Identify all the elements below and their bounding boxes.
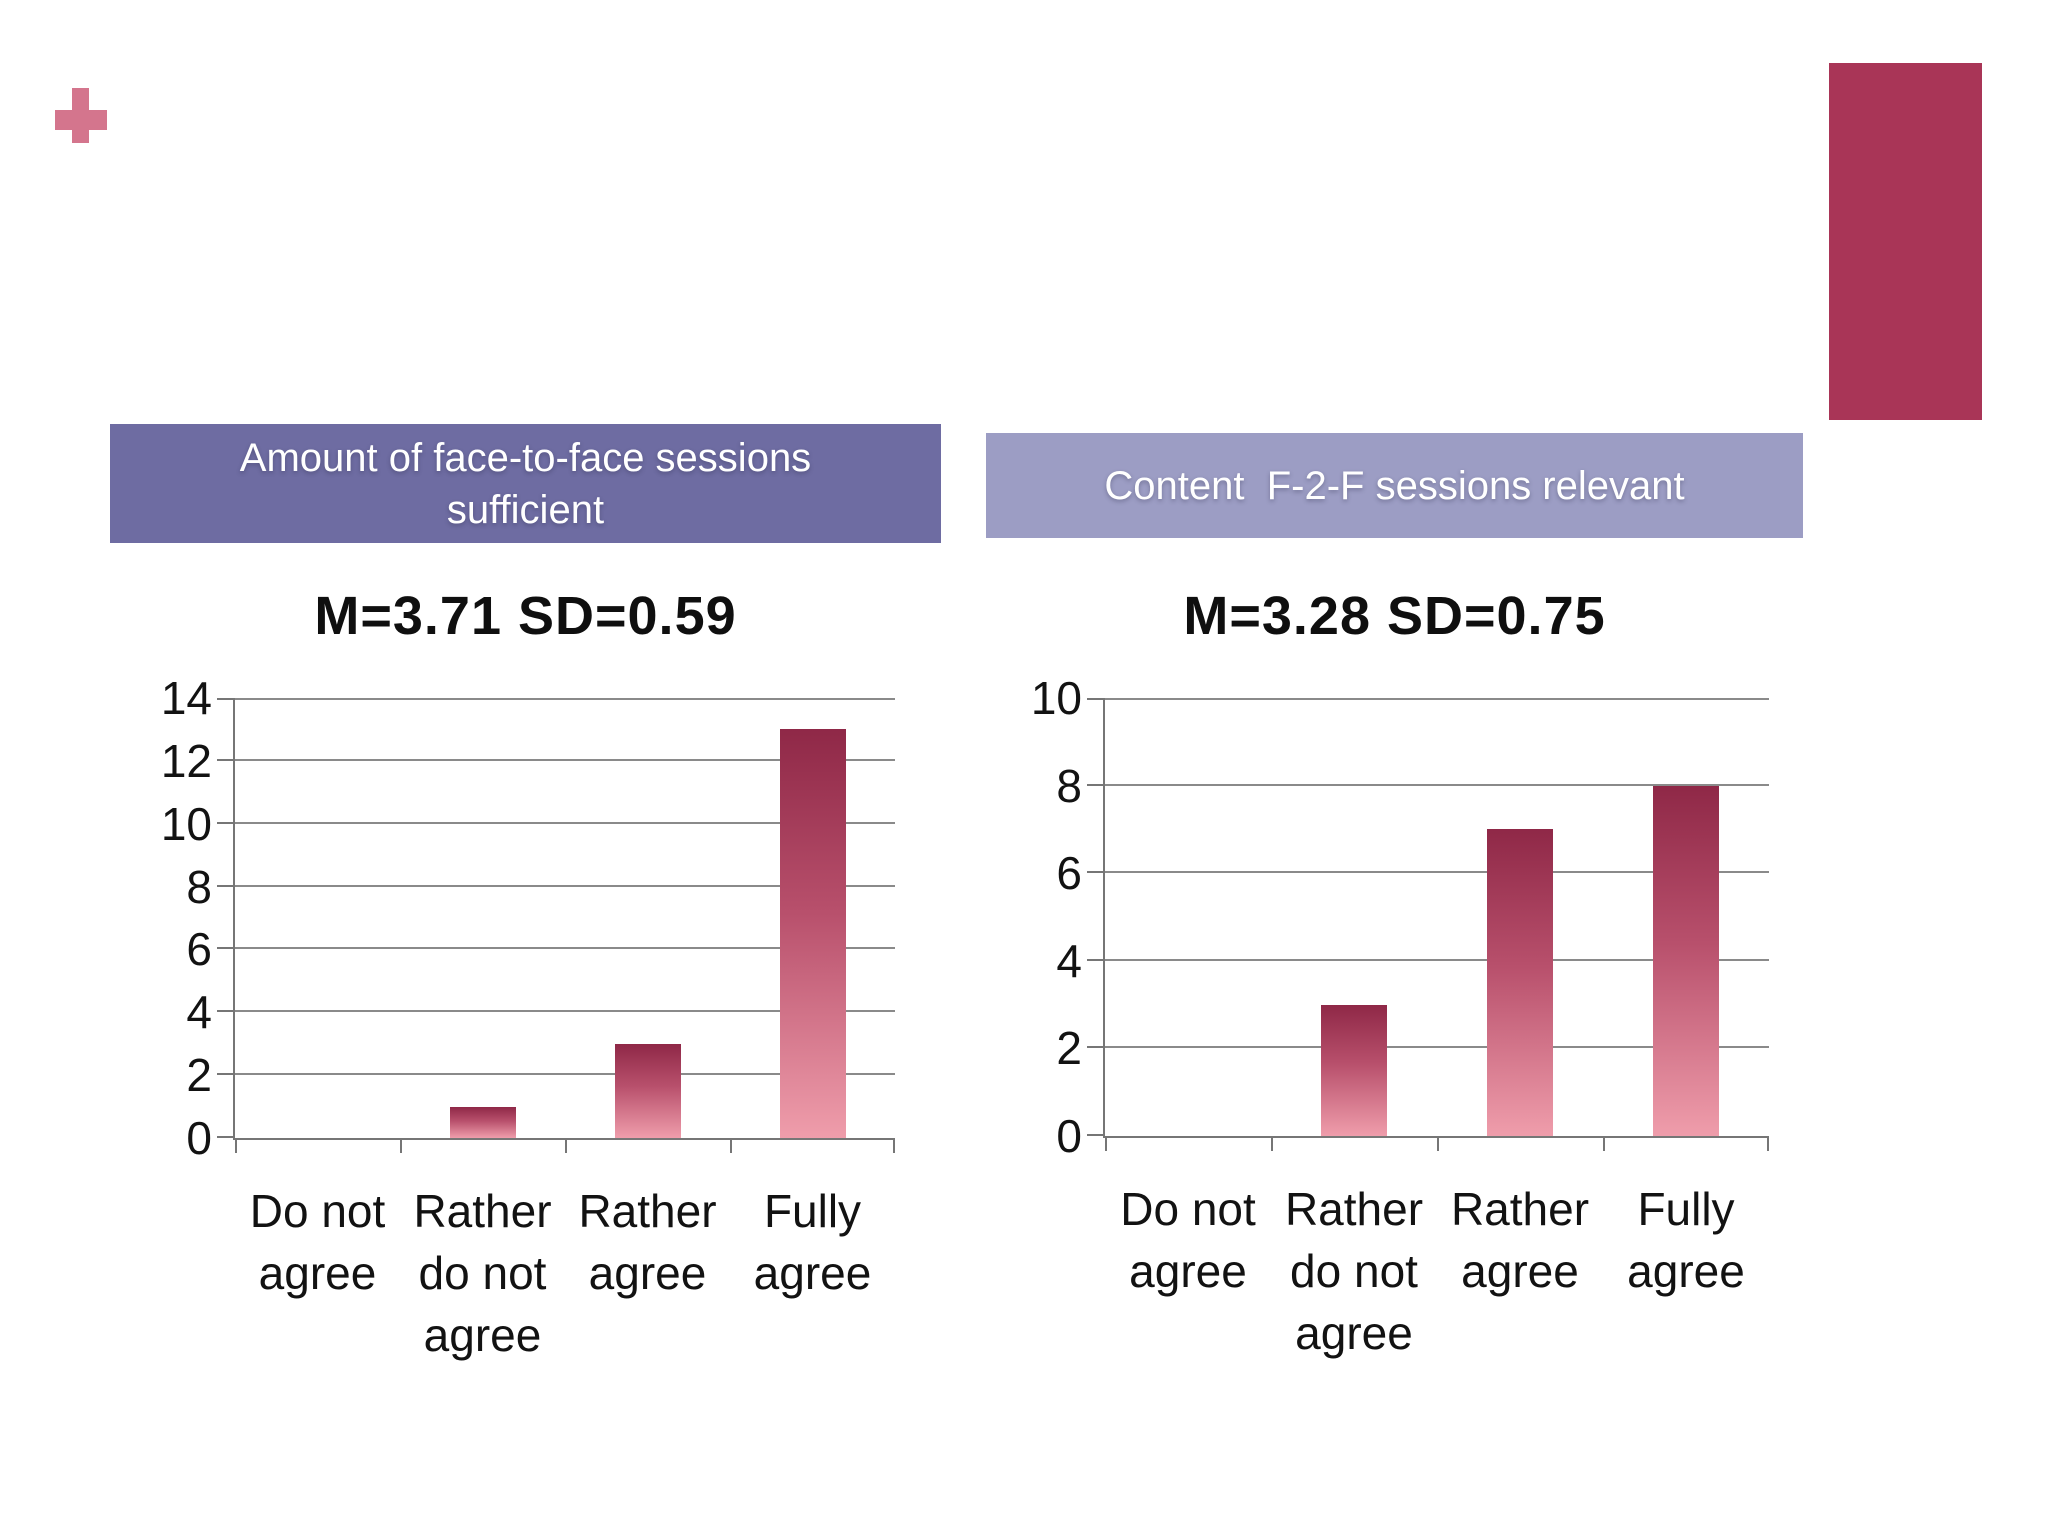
y-axis-tick-label: 4 — [1056, 935, 1082, 987]
chart2-plot-area: 0 2 4 6 8 10 Do not agree Rather do not agree Ra… — [1031, 672, 1769, 1359]
y-axis-tick — [217, 698, 233, 700]
y-axis-tick — [1087, 959, 1103, 961]
x-axis-tick — [893, 1138, 895, 1153]
gridline — [1105, 1046, 1769, 1048]
x-axis-tick — [1603, 1136, 1605, 1151]
gridline — [235, 1073, 895, 1075]
x-axis-tick — [400, 1138, 402, 1153]
x-axis-tick — [730, 1138, 732, 1153]
gridline — [1105, 698, 1769, 700]
bar-rather-agree — [1487, 829, 1553, 1136]
chart2-stats-label: M=3.28 SD=0.75 — [1183, 586, 1606, 646]
chart2-title-banner: Content F-2-F sessions relevant — [986, 433, 1803, 538]
chart1-plot-area: 0 2 4 6 8 10 12 14 Do not agree Rather do not agr… — [161, 672, 895, 1361]
category-label: Do not agree — [249, 1185, 386, 1299]
chart2-title-text: Content F-2-F sessions relevant — [1104, 463, 1685, 508]
y-axis-tick — [217, 822, 233, 824]
chart1-title-banner: Amount of face-to-face sessions sufficie… — [110, 424, 941, 543]
plus-icon-horizontal-bar — [55, 110, 107, 130]
y-axis-tick-label: 10 — [1030, 672, 1082, 724]
bar-rather-do-not-agree — [450, 1107, 516, 1138]
corner-accent-rect — [1829, 63, 1982, 420]
category-label: Rather agree — [1450, 1183, 1590, 1297]
x-axis-tick — [1767, 1136, 1769, 1151]
x-axis-tick — [235, 1138, 237, 1153]
y-axis-tick-label: 10 — [160, 798, 212, 850]
bar-fully-agree — [780, 729, 846, 1138]
gridline — [235, 1010, 895, 1012]
y-axis-tick-label: 8 — [1056, 760, 1082, 812]
y-axis-tick — [217, 947, 233, 949]
category-label: Rather do not agree — [413, 1185, 552, 1361]
category-label: Rather do not agree — [1284, 1183, 1424, 1359]
gridline — [235, 698, 895, 700]
y-axis-tick-label: 4 — [186, 986, 212, 1038]
category-label: Rather agree — [578, 1185, 717, 1299]
bar-fully-agree — [1653, 786, 1719, 1136]
gridline — [1105, 959, 1769, 961]
y-axis-tick — [1087, 1046, 1103, 1048]
x-axis-tick — [1105, 1136, 1107, 1151]
gridline — [235, 885, 895, 887]
gridline — [235, 822, 895, 824]
x-axis-tick — [1437, 1136, 1439, 1151]
y-axis-tick — [217, 885, 233, 887]
y-axis-tick-label: 14 — [160, 672, 212, 724]
x-axis-tick — [565, 1138, 567, 1153]
plus-icon — [55, 88, 107, 143]
gridline — [235, 759, 895, 761]
y-axis-tick-label: 0 — [186, 1112, 212, 1164]
y-axis-tick — [1087, 1134, 1103, 1136]
category-label: Fully agree — [753, 1185, 872, 1299]
y-axis-tick — [217, 1136, 233, 1138]
y-axis-tick — [1087, 698, 1103, 700]
y-axis-tick — [1087, 784, 1103, 786]
y-axis-tick-label: 0 — [1056, 1110, 1082, 1162]
chart1-title-text: Amount of face-to-face sessions sufficie… — [239, 435, 823, 532]
y-axis-tick-label: 6 — [1056, 847, 1082, 899]
gridline — [1105, 784, 1769, 786]
gridline — [235, 947, 895, 949]
category-label: Fully agree — [1627, 1183, 1745, 1297]
y-axis-tick-label: 12 — [160, 735, 212, 787]
chart1-stats-label: M=3.71 SD=0.59 — [314, 586, 737, 646]
y-axis-tick-label: 2 — [186, 1049, 212, 1101]
category-label: Do not agree — [1120, 1183, 1256, 1297]
y-axis-tick-label: 2 — [1056, 1022, 1082, 1074]
y-axis-tick — [217, 759, 233, 761]
y-axis-tick — [1087, 871, 1103, 873]
x-axis-tick — [1271, 1136, 1273, 1151]
y-axis-tick-label: 6 — [186, 923, 212, 975]
y-axis-tick-label: 8 — [186, 861, 212, 913]
gridline — [1105, 871, 1769, 873]
y-axis-tick — [217, 1010, 233, 1012]
bar-rather-agree — [615, 1044, 681, 1138]
y-axis-tick — [217, 1073, 233, 1075]
bar-rather-do-not-agree — [1321, 1005, 1387, 1136]
